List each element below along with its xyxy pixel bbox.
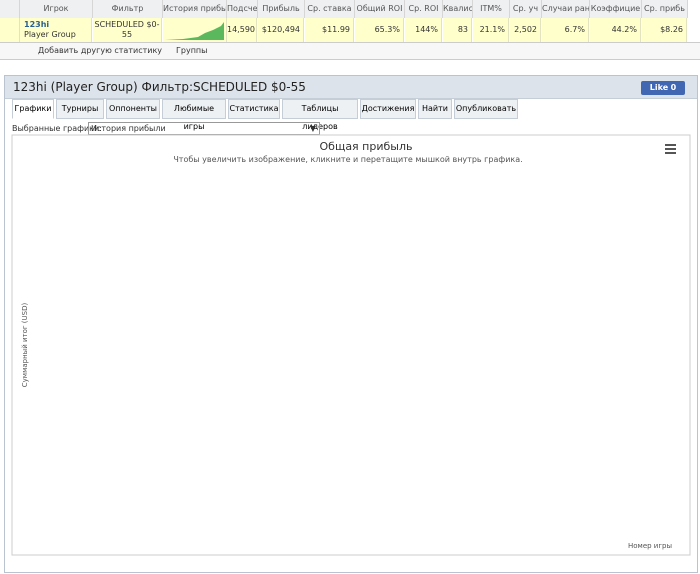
selector-label: Выбранные графики: [12, 124, 102, 133]
tab[interactable]: Любимые игры [162, 99, 226, 131]
column-header[interactable]: Ср. ROI [405, 0, 443, 18]
toolbar: Добавить другую статистику Группы [0, 42, 700, 60]
stat-cell: $8.26 [642, 18, 687, 42]
player-name[interactable]: 123hi [24, 20, 50, 29]
chart-subtitle: Чтобы увеличить изображение, кликните и … [173, 155, 522, 164]
player-cell: 123hi Player Group [20, 18, 92, 42]
column-header[interactable]: ITM% [473, 0, 510, 18]
column-header[interactable]: Ср. уч [510, 0, 542, 18]
groups[interactable]: Группы [176, 46, 208, 55]
column-header[interactable]: Подсче [227, 0, 258, 18]
tab[interactable]: Оппоненты [106, 99, 160, 119]
stat-cell: 65.3% [355, 18, 404, 42]
column-header[interactable]: Коэффицие [590, 0, 642, 18]
tab[interactable]: Графики [12, 99, 54, 119]
stat-cell: $120,494 [258, 18, 304, 42]
y-axis-label: Суммарный итог (USD) [21, 303, 29, 388]
selector-value: История прибыли [91, 124, 166, 133]
column-header[interactable]: Случаи ран [542, 0, 590, 18]
column-header[interactable]: Ср. ставка [305, 0, 355, 18]
column-header[interactable]: Прибыль [258, 0, 305, 18]
stat-cell: $11.99 [305, 18, 354, 42]
chart-frame [11, 134, 691, 556]
like-count: 0 [670, 83, 677, 92]
column-header[interactable]: Квалис [443, 0, 473, 18]
column-header[interactable]: Общий ROI [355, 0, 405, 18]
panel: 123hi (Player Group) Фильтр:SCHEDULED $0… [4, 75, 698, 573]
filter-cell: SCHEDULED $0-55 [93, 18, 162, 42]
like-button[interactable]: Like 0 [641, 81, 685, 95]
stat-cell: 14,590 [227, 18, 257, 42]
stat-cell: 144% [405, 18, 442, 42]
tab[interactable]: Найти [418, 99, 452, 119]
menu-icon[interactable] [665, 144, 676, 154]
panel-header: 123hi (Player Group) Фильтр:SCHEDULED $0… [5, 76, 697, 99]
column-header[interactable]: Игрок [20, 0, 93, 18]
stat-cell: 21.1% [473, 18, 509, 42]
stat-cell: 83 [443, 18, 472, 42]
x-axis-label: Номер игры [628, 542, 672, 550]
add-stat[interactable]: Добавить другую статистику [38, 46, 163, 55]
checkbox-header [0, 0, 20, 18]
tab[interactable]: Достижения [360, 99, 416, 119]
player-group: Player Group [24, 30, 76, 39]
sparkline-cell: −15K015K30K45K60K75K90K105K120K135K0k2k4… [163, 18, 227, 42]
stat-cell: 6.7% [542, 18, 589, 42]
chart-title: Общая прибыль [320, 140, 413, 153]
panel-title: 123hi (Player Group) Фильтр:SCHEDULED $0… [13, 80, 306, 94]
column-header[interactable]: Фильтр [93, 0, 163, 18]
column-header[interactable]: Ср. прибь [642, 0, 688, 18]
sparkline: −15K015K30K45K60K75K90K105K120K135K0k2k4… [165, 22, 224, 40]
stat-cell: 2,502 [510, 18, 541, 42]
stat-cell: 44.2% [590, 18, 641, 42]
column-header[interactable]: История прибы [163, 0, 227, 18]
tab[interactable]: Турниры [56, 99, 104, 119]
tab[interactable]: Опубликовать [454, 99, 518, 119]
tab[interactable]: Статистика [228, 99, 280, 119]
like-text: Like [649, 83, 669, 92]
row-checkbox[interactable] [0, 18, 20, 42]
